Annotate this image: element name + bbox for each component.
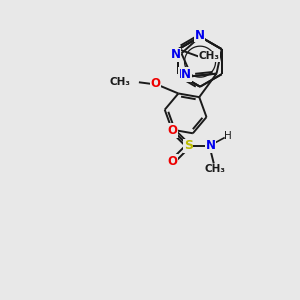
Text: H: H	[224, 131, 232, 141]
Text: CH₃: CH₃	[199, 51, 220, 61]
Text: CH₃: CH₃	[110, 77, 131, 87]
Text: N: N	[194, 29, 205, 42]
Text: O: O	[167, 154, 177, 168]
Text: N: N	[179, 68, 189, 81]
Text: O: O	[151, 77, 161, 90]
Text: N: N	[206, 139, 216, 152]
Text: CH₃: CH₃	[205, 164, 226, 174]
Text: S: S	[184, 139, 193, 152]
Text: N: N	[171, 48, 181, 62]
Text: O: O	[167, 124, 177, 137]
Text: N: N	[181, 68, 191, 81]
